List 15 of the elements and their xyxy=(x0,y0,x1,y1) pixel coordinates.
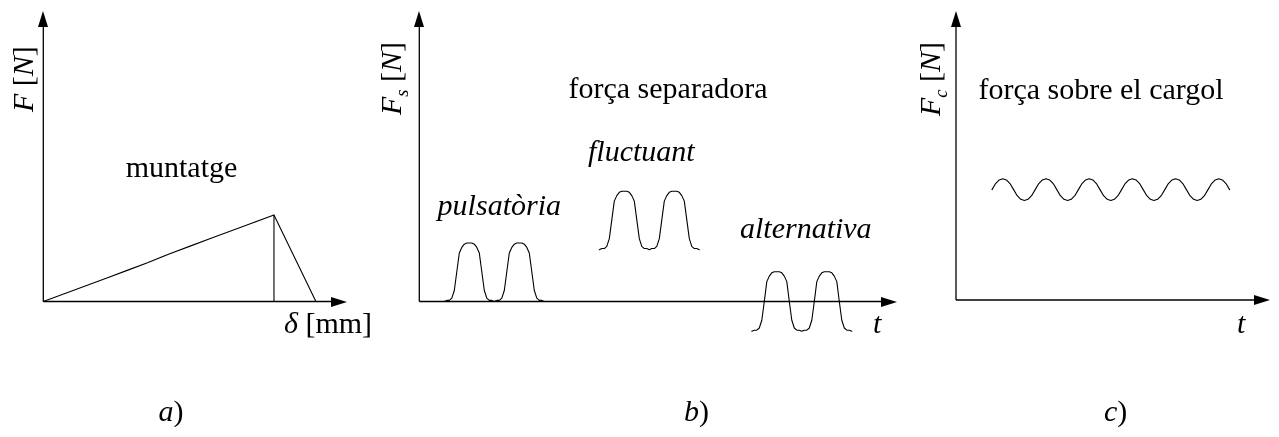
series-label: fluctuant xyxy=(587,134,696,168)
series-label: pulsatòria xyxy=(435,188,561,222)
y-axis-title: Fs [N] xyxy=(374,41,412,116)
series-label: alternativa xyxy=(739,210,872,244)
text: b) xyxy=(684,394,709,428)
chart-title: muntatge xyxy=(125,150,238,183)
x-axis-title: t xyxy=(873,306,882,339)
y-axis-title: F [N] xyxy=(6,46,39,113)
chart-title: força separadora xyxy=(568,71,768,104)
chart-title: força sobre el cargol xyxy=(978,72,1224,105)
x-axis-title: δ [mm] xyxy=(284,306,373,339)
y-axis-title: Fc [N] xyxy=(913,41,951,117)
x-axis-title: t xyxy=(1237,306,1246,339)
text: a) xyxy=(158,394,184,428)
text: c) xyxy=(1104,394,1128,428)
